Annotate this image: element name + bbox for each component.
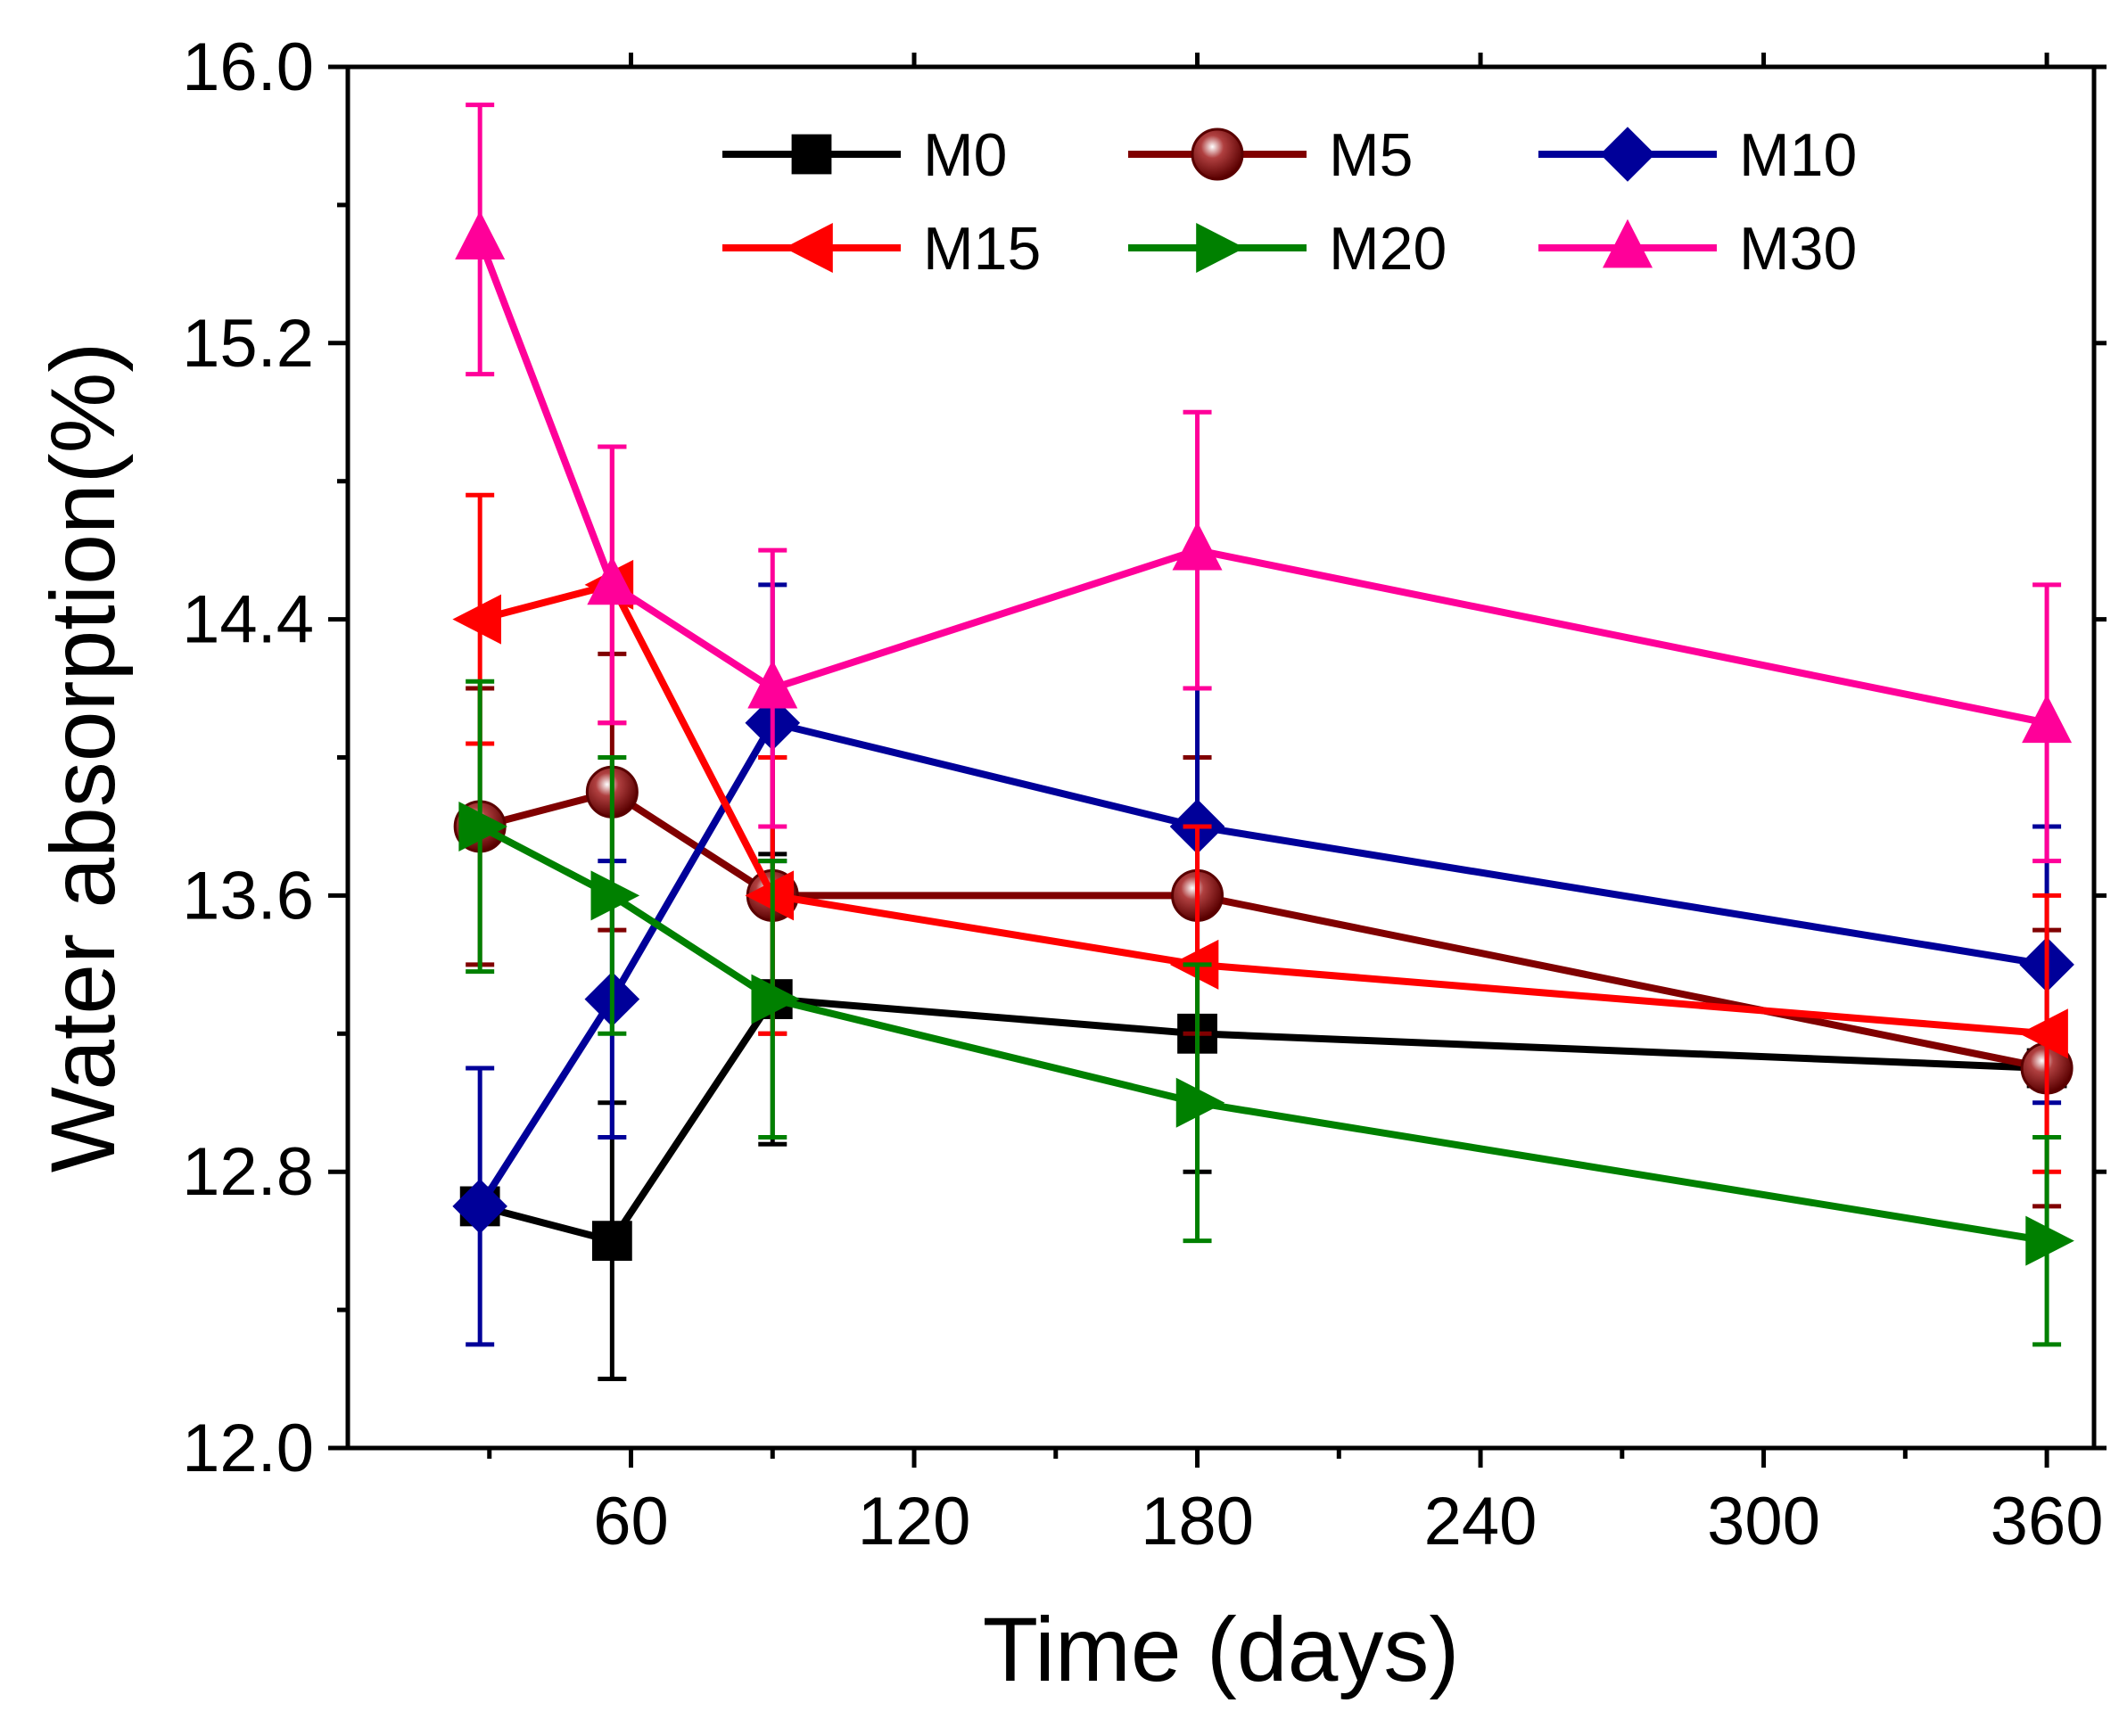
- x-tick-label: 120: [858, 1484, 971, 1559]
- data-point: [590, 870, 640, 921]
- data-point: [452, 1179, 507, 1234]
- data-point: [745, 870, 795, 921]
- data-point: [2025, 1215, 2074, 1266]
- series-m15: [452, 444, 2068, 1174]
- legend-marker-m20: [1196, 223, 1245, 273]
- data-point: [455, 210, 506, 260]
- x-tick-label: 360: [1991, 1484, 2104, 1559]
- data-point: [751, 974, 801, 1024]
- data-point: [2022, 694, 2073, 744]
- y-axis-title: Water absorption(%): [32, 342, 134, 1173]
- legend-label-m10: M10: [1739, 121, 1857, 189]
- data-point: [591, 1221, 632, 1262]
- y-tick-label: 12.0: [182, 1411, 314, 1486]
- x-tick-label: 60: [593, 1484, 669, 1559]
- x-tick-label: 240: [1424, 1484, 1538, 1559]
- legend-marker-m5: [1191, 128, 1244, 181]
- series-line: [476, 238, 2048, 727]
- data-point: [458, 801, 507, 852]
- legend-marker-m15: [784, 223, 833, 273]
- legend-marker-m10: [1600, 127, 1655, 182]
- y-tick-label: 15.2: [182, 306, 314, 382]
- series-m10: [452, 582, 2074, 1347]
- data-point: [1175, 1077, 1225, 1128]
- legend-label-m15: M15: [923, 215, 1041, 283]
- data-point: [587, 555, 638, 605]
- legend-label-m0: M0: [923, 121, 1007, 189]
- y-tick-label: 16.0: [182, 29, 314, 105]
- series-m20: [458, 679, 2074, 1347]
- data-point: [1172, 521, 1223, 571]
- x-tick-label: 180: [1141, 1484, 1254, 1559]
- x-tick-label: 300: [1707, 1484, 1820, 1559]
- legend: M0 M5 M10 M15 M20 M30: [722, 121, 1857, 283]
- y-tick-label: 12.8: [182, 1134, 314, 1210]
- legend-label-m30: M30: [1739, 215, 1857, 283]
- series-m30: [455, 103, 2073, 864]
- legend-label-m20: M20: [1329, 215, 1447, 283]
- data-point: [2019, 1008, 2068, 1059]
- series-line: [479, 788, 2048, 1072]
- data-point: [747, 659, 798, 709]
- data-point: [452, 594, 501, 645]
- y-tick-label: 14.4: [182, 582, 314, 658]
- legend-marker-m0: [791, 134, 832, 175]
- x-axis-title: Time (days): [983, 1599, 1460, 1700]
- legend-marker-m30: [1603, 218, 1653, 268]
- y-tick-label: 13.6: [182, 858, 314, 934]
- legend-label-m5: M5: [1329, 121, 1413, 189]
